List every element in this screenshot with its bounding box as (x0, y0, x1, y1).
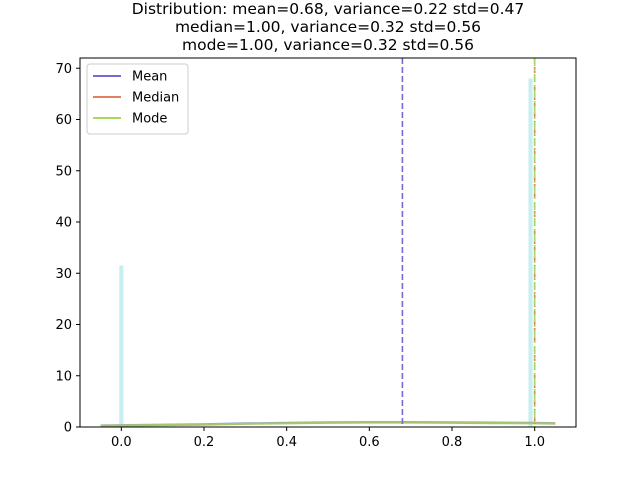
y-tick-label: 20 (55, 318, 72, 333)
title-line-3: mode=1.00, variance=0.32 std=0.56 (182, 36, 474, 54)
x-axis: 0.0 0.2 0.4 0.6 0.8 1.0 (111, 427, 545, 450)
y-tick-label: 10 (55, 369, 72, 384)
plot-frame (79, 57, 577, 428)
chart-title: Distribution: mean=0.68, variance=0.22 s… (132, 0, 525, 54)
legend: Mean Median Mode (86, 63, 189, 135)
reference-lines (401, 58, 536, 427)
y-tick-label: 30 (55, 267, 72, 282)
legend-box (86, 63, 189, 135)
legend-label: Mean (132, 70, 167, 85)
y-axis: 0 10 20 30 40 50 60 70 (55, 62, 80, 436)
histogram-bar (119, 265, 124, 427)
y-tick-label: 60 (55, 113, 72, 128)
legend-label: Median (132, 91, 179, 106)
y-tick-label: 40 (55, 216, 72, 231)
x-tick-label: 0.4 (276, 435, 297, 450)
density-curves (100, 421, 556, 427)
histogram-bar (528, 78, 533, 427)
x-tick-label: 1.0 (524, 435, 545, 450)
y-tick-label: 50 (55, 164, 72, 179)
x-tick-label: 0.0 (111, 435, 132, 450)
title-line-2: median=1.00, variance=0.32 std=0.56 (175, 18, 481, 36)
x-tick-label: 0.2 (194, 435, 215, 450)
y-tick-label: 0 (64, 421, 72, 436)
density-curve (100, 421, 556, 427)
legend-label: Mode (132, 112, 167, 127)
title-line-1: Distribution: mean=0.68, variance=0.22 s… (132, 0, 525, 18)
x-tick-label: 0.6 (359, 435, 380, 450)
y-tick-label: 70 (55, 62, 72, 77)
x-tick-label: 0.8 (442, 435, 463, 450)
histogram-bars (119, 78, 533, 427)
